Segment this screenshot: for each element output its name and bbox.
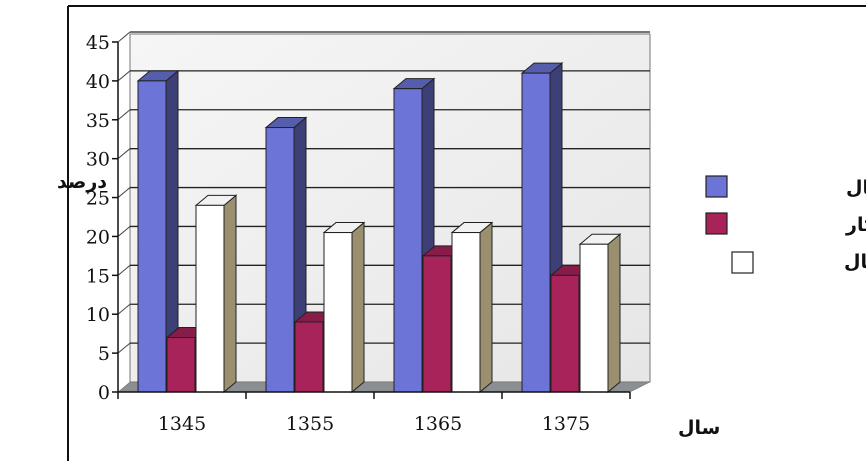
y-tick-label-4: 20 [86,226,110,248]
bar-2-2 [450,221,494,394]
y-axis-title: درصد [57,171,107,193]
y-tick-label-3: 15 [86,265,110,287]
gridline-side-5 [117,187,131,198]
bar-front-1-0 [166,337,196,393]
x-tick-label-2: 1365 [414,413,462,435]
gridline-side-8 [117,70,131,82]
bar-front-1-3 [550,274,580,393]
y-tick-label-6: 30 [86,149,110,171]
bar-front-2-0 [195,204,225,393]
y-tick-label-9: 45 [86,32,110,54]
y-tick-label-2: 10 [86,304,110,326]
bar-side-2-2 [479,221,493,394]
x-tick-label-3: 1375 [542,413,590,435]
legend-item-0: فعال [705,175,866,199]
legend-item-2: ضریب اشتغال [731,251,866,274]
legend: فعال بیکار ضریب اشتغال [705,175,866,274]
bar-side-2-3 [607,233,621,394]
bar-front-0-1 [265,127,295,393]
y-tick-label-8: 40 [86,71,110,93]
legend-swatch-0 [705,175,728,198]
legend-label-0: فعال [846,177,866,199]
legend-label-1: بیکار [845,214,866,236]
gridline-side-4 [117,226,131,237]
x-axis-title: سال [678,417,720,439]
gridline-side-2 [117,303,131,315]
legend-swatch-2 [731,251,754,274]
bar-front-2-3 [579,243,609,393]
x-tick-label-1: 1355 [286,413,334,435]
bar-front-1-1 [294,321,324,393]
y-tick-label-5: 25 [86,188,110,210]
bar-side-2-1 [351,221,365,394]
bar-front-2-1 [323,232,353,393]
y-tick-label-7: 35 [86,110,110,132]
bar-front-0-2 [393,88,423,393]
legend-item-1: بیکار [705,212,866,236]
bar-front-0-0 [137,80,167,393]
gridline-side-1 [117,342,131,354]
gridline-side-6 [117,148,131,160]
bar-side-2-0 [223,194,237,394]
bar-front-2-2 [451,232,481,393]
gridline-side-7 [117,109,131,121]
bar-front-0-3 [521,72,551,393]
bar-2-1 [322,221,366,394]
bar-2-3 [578,233,622,394]
legend-swatch-1 [705,212,728,235]
bar-2-0 [194,194,238,394]
y-tick-label-1: 5 [98,343,110,365]
x-tick-label-0: 1345 [158,413,206,435]
bar-front-1-2 [422,255,452,393]
legend-label-2: ضریب اشتغال [844,251,866,273]
gridline-side-9 [117,31,131,43]
y-tick-label-0: 0 [98,382,110,404]
gridline-side-3 [117,264,131,276]
